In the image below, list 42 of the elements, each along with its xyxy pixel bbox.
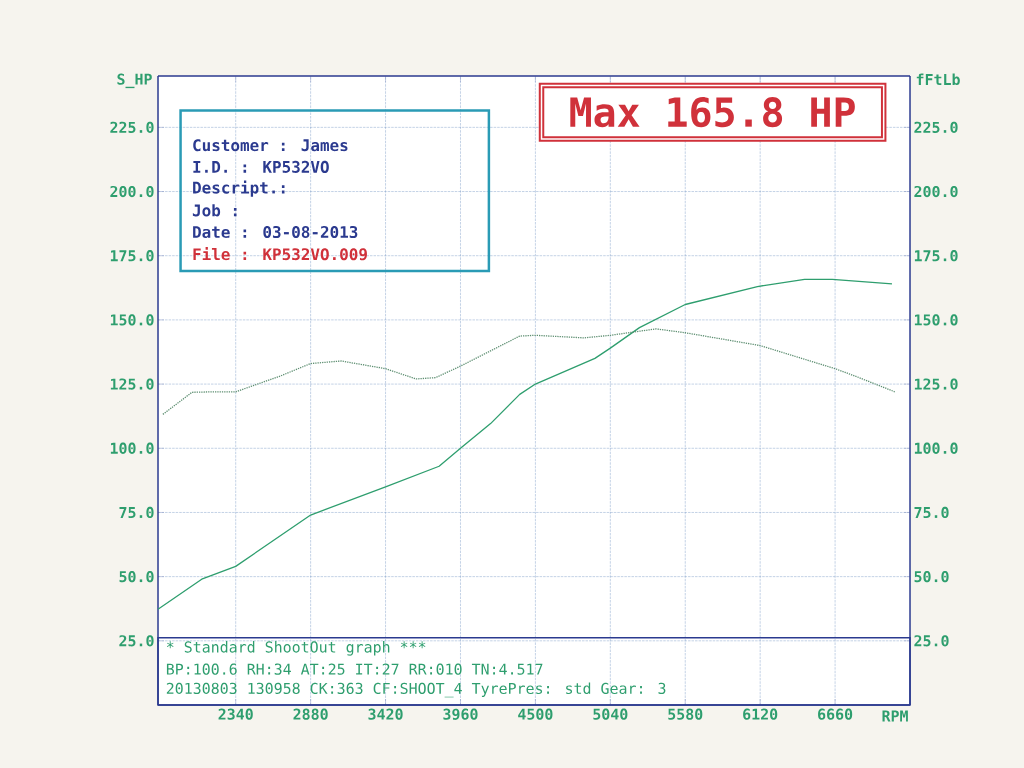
y-tick-label: 175.0	[110, 250, 154, 262]
y2-tick-label: 150.0	[914, 314, 958, 326]
annotation: Descript.:	[193, 180, 285, 197]
line-series	[157, 278, 893, 610]
y-tick-label: 75.0	[119, 506, 154, 519]
annotation: * Standard ShootOut graph ***	[166, 641, 426, 656]
y2-axis-title: fFtLb	[916, 73, 960, 86]
line-series	[162, 328, 896, 416]
annotation: Job :	[192, 204, 237, 217]
y2-tick-label: 225.0	[914, 121, 958, 134]
annotation: I.D. : KP532VO	[193, 160, 329, 173]
y2-tick-label: 50.0	[914, 570, 949, 583]
y2-tick-label: 200.0	[914, 185, 958, 198]
x-tick-label: 5040	[593, 708, 628, 720]
y2-tick-label: 75.0	[914, 506, 949, 519]
x-tick-label: 2340	[218, 708, 253, 720]
x-tick-label: 2880	[293, 708, 328, 720]
annotation: BP:100.6 RH:34 AT:25 IT:27 RR:010 TN:4.517	[166, 663, 543, 675]
y-tick-label: 125.0	[110, 378, 154, 390]
y2-tick-label: 100.0	[914, 442, 958, 454]
y-tick-label: 25.0	[119, 635, 154, 647]
x-tick-label: 3420	[368, 708, 403, 720]
y-tick-label: 200.0	[110, 185, 154, 198]
x-tick-label: 6660	[818, 708, 853, 720]
annotation: Customer : James	[193, 139, 348, 152]
x-tick-label: 4500	[518, 708, 553, 720]
x-tick-label: 3960	[443, 708, 478, 720]
y2-tick-label: 175.0	[914, 250, 958, 262]
annotation: Date : 03-08-2013	[193, 225, 358, 239]
annotation: Max 165.8 HP	[570, 97, 855, 128]
x-tick-label: 5580	[668, 708, 703, 720]
x-axis-title: RPM	[882, 710, 908, 722]
y-tick-label: 100.0	[110, 442, 154, 454]
y-tick-label: 150.0	[110, 314, 154, 326]
annotation: 20130803 130958 CK:363 CF:SHOOT_4 TyrePres: std Gear: 3	[166, 682, 666, 698]
y-axis-title: S_HP	[117, 73, 152, 89]
y-tick-label: 50.0	[119, 570, 154, 583]
x-tick-label: 6120	[743, 708, 778, 720]
y2-tick-label: 25.0	[914, 635, 949, 647]
y-tick-label: 225.0	[110, 121, 154, 134]
annotation: File : KP532VO.009	[193, 247, 367, 261]
y2-tick-label: 125.0	[914, 378, 958, 390]
